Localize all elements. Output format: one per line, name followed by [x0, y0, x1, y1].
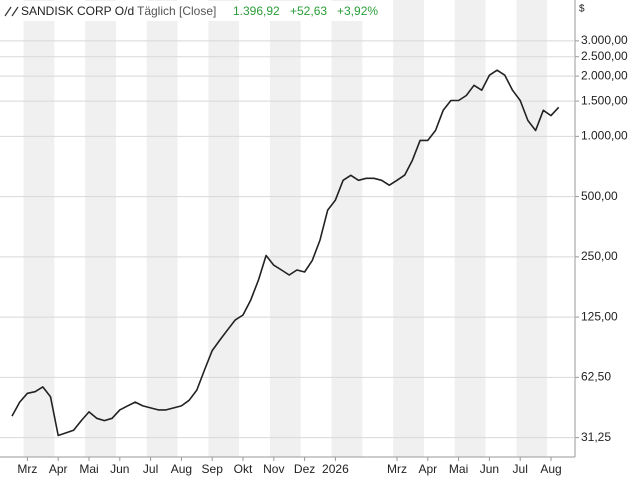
y-tick-label: 1.500,00 — [581, 93, 628, 107]
y-tick-label: 2.000,00 — [581, 68, 628, 82]
x-tick-label: 2026 — [322, 462, 349, 476]
x-tick-label: Aug — [540, 462, 561, 476]
y-tick-label: 3.000,00 — [581, 33, 628, 47]
month-band — [208, 0, 240, 457]
x-tick-label: Okt — [234, 462, 253, 476]
change-pct: +3,92% — [337, 4, 378, 18]
chart-title: SANDISK CORP O/d — [21, 4, 134, 18]
month-band — [269, 0, 301, 457]
last-price: 1.396,92 — [233, 4, 280, 18]
change-abs: +52,63 — [290, 4, 327, 18]
x-tick-label: Sep — [202, 462, 224, 476]
month-band — [331, 0, 363, 457]
y-tick-label: 2.500,00 — [581, 49, 628, 63]
y-tick-label: 31,25 — [581, 430, 611, 444]
month-band — [393, 0, 424, 457]
x-tick-label: Mrz — [387, 462, 407, 476]
x-tick-label: Jul — [513, 462, 528, 476]
x-tick-label: Jun — [480, 462, 499, 476]
month-band — [146, 0, 178, 457]
x-tick-label: Apr — [418, 462, 437, 476]
chart-icon — [4, 6, 19, 17]
y-tick-label: 250,00 — [581, 249, 618, 263]
x-tick-label: Jun — [110, 462, 129, 476]
y-tick-label: 500,00 — [581, 189, 618, 203]
month-band — [454, 0, 486, 457]
x-tick-label: Nov — [263, 462, 284, 476]
month-band — [516, 0, 548, 457]
x-tick-label: Jul — [143, 462, 158, 476]
y-unit: $ — [579, 4, 585, 15]
x-tick-label: Dez — [294, 462, 315, 476]
y-tick-label: 62,50 — [581, 370, 611, 384]
x-tick-label: Mai — [449, 462, 468, 476]
header-box — [2, 1, 386, 21]
chart-subtitle: Täglich [Close] — [137, 4, 216, 18]
x-tick-label: Mai — [79, 462, 98, 476]
month-band — [85, 0, 116, 457]
price-line — [11, 69, 560, 437]
y-tick-label: 125,00 — [581, 309, 618, 323]
x-tick-label: Aug — [171, 462, 192, 476]
y-tick-label: 1.000,00 — [581, 129, 628, 143]
x-tick-label: Mrz — [17, 462, 37, 476]
x-tick-label: Apr — [49, 462, 68, 476]
